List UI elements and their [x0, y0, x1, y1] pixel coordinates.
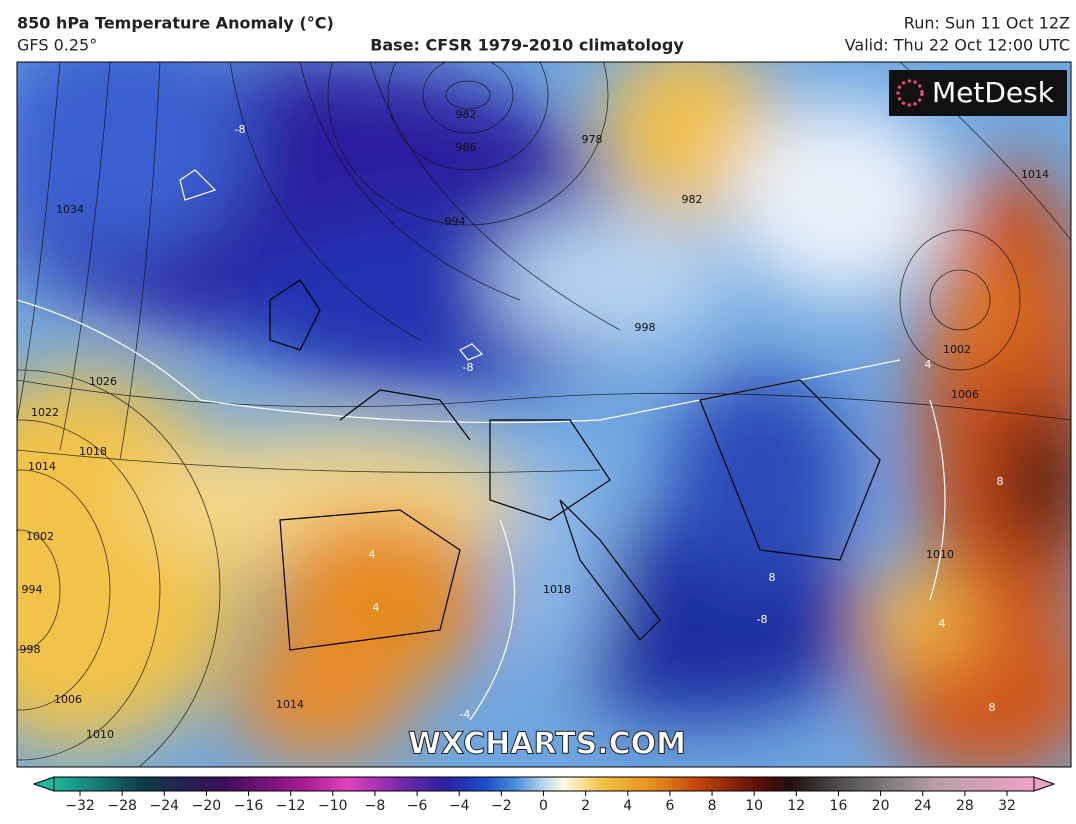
colorbar-label: −20	[192, 798, 222, 814]
colorbar-label: 28	[956, 798, 974, 814]
isobar-label: 1002	[26, 530, 54, 543]
colorbar-label: −8	[365, 798, 386, 814]
colorbar-label: −2	[491, 798, 512, 814]
colorbar-label: 32	[998, 798, 1016, 814]
model: GFS 0.25°	[17, 36, 97, 55]
isobar-label: 994	[445, 215, 466, 228]
anomaly-label: 4	[373, 601, 380, 614]
colorbar-label: −32	[65, 798, 95, 814]
isobar-label: 1034	[56, 203, 84, 216]
anomaly-label: -8	[463, 361, 474, 374]
isobar-label: 1026	[89, 375, 117, 388]
colorbar	[53, 776, 1035, 792]
title: 850 hPa Temperature Anomaly (°C)	[17, 14, 334, 33]
colorbar-label: −4	[449, 798, 470, 814]
colorbar-label: 6	[665, 798, 674, 814]
isobar-label: 1006	[54, 693, 82, 706]
colorbar-label: 12	[787, 798, 805, 814]
colorbar-label: −24	[149, 798, 179, 814]
isobar-label: 982	[682, 193, 703, 206]
colorbar-label: 4	[623, 798, 632, 814]
logo: MetDesk	[932, 76, 1055, 109]
isobar-label: 986	[456, 141, 477, 154]
anomaly-label: 8	[769, 571, 776, 584]
anomaly-label: -4	[460, 708, 471, 721]
anomaly-label: 8	[997, 475, 1004, 488]
anomaly-label: 4	[939, 617, 946, 630]
isobar-label: 1018	[543, 583, 571, 596]
colorbar-label: 20	[872, 798, 890, 814]
base: Base: CFSR 1979-2010 climatology	[370, 36, 684, 55]
isobar-label: 1010	[926, 548, 954, 561]
valid: Valid: Thu 22 Oct 12:00 UTC	[845, 36, 1070, 55]
colorbar-label: −16	[234, 798, 264, 814]
colorbar-label: 16	[830, 798, 848, 814]
colorbar-label: −10	[318, 798, 348, 814]
isobar-label: 978	[582, 133, 603, 146]
anomaly-label: 8	[989, 701, 996, 714]
map-frame	[16, 61, 1072, 768]
isobar-label: 982	[456, 108, 477, 121]
colorbar-label: 24	[914, 798, 932, 814]
anomaly-label: 4	[925, 358, 932, 371]
watermark: WXCHARTS.COM	[408, 727, 686, 762]
isobar-label: 1014	[28, 460, 56, 473]
isobar-label: 1002	[943, 343, 971, 356]
isobar-label: 1006	[951, 388, 979, 401]
colorbar-low	[32, 776, 55, 792]
run: Run: Sun 11 Oct 12Z	[904, 14, 1070, 33]
isobar-label: 1014	[276, 698, 304, 711]
colorbar-label: −12	[276, 798, 306, 814]
isobar-label: 998	[20, 643, 41, 656]
isobar-label: 1010	[86, 728, 114, 741]
isobar-label: 1018	[79, 445, 107, 458]
isobar-label: 1014	[1021, 168, 1049, 181]
anomaly-label: -8	[235, 123, 246, 136]
anomaly-label: -8	[757, 613, 768, 626]
isobar-label: 1022	[31, 406, 59, 419]
colorbar-label: −6	[407, 798, 428, 814]
isobar-label: 994	[22, 583, 43, 596]
isobar-label: 998	[635, 321, 656, 334]
colorbar-label: 2	[581, 798, 590, 814]
colorbar-label: −28	[107, 798, 137, 814]
anomaly-label: 4	[369, 548, 376, 561]
colorbar-high	[1033, 776, 1056, 792]
colorbar-label: 0	[539, 798, 548, 814]
colorbar-label: 10	[745, 798, 763, 814]
colorbar-label: 8	[708, 798, 717, 814]
